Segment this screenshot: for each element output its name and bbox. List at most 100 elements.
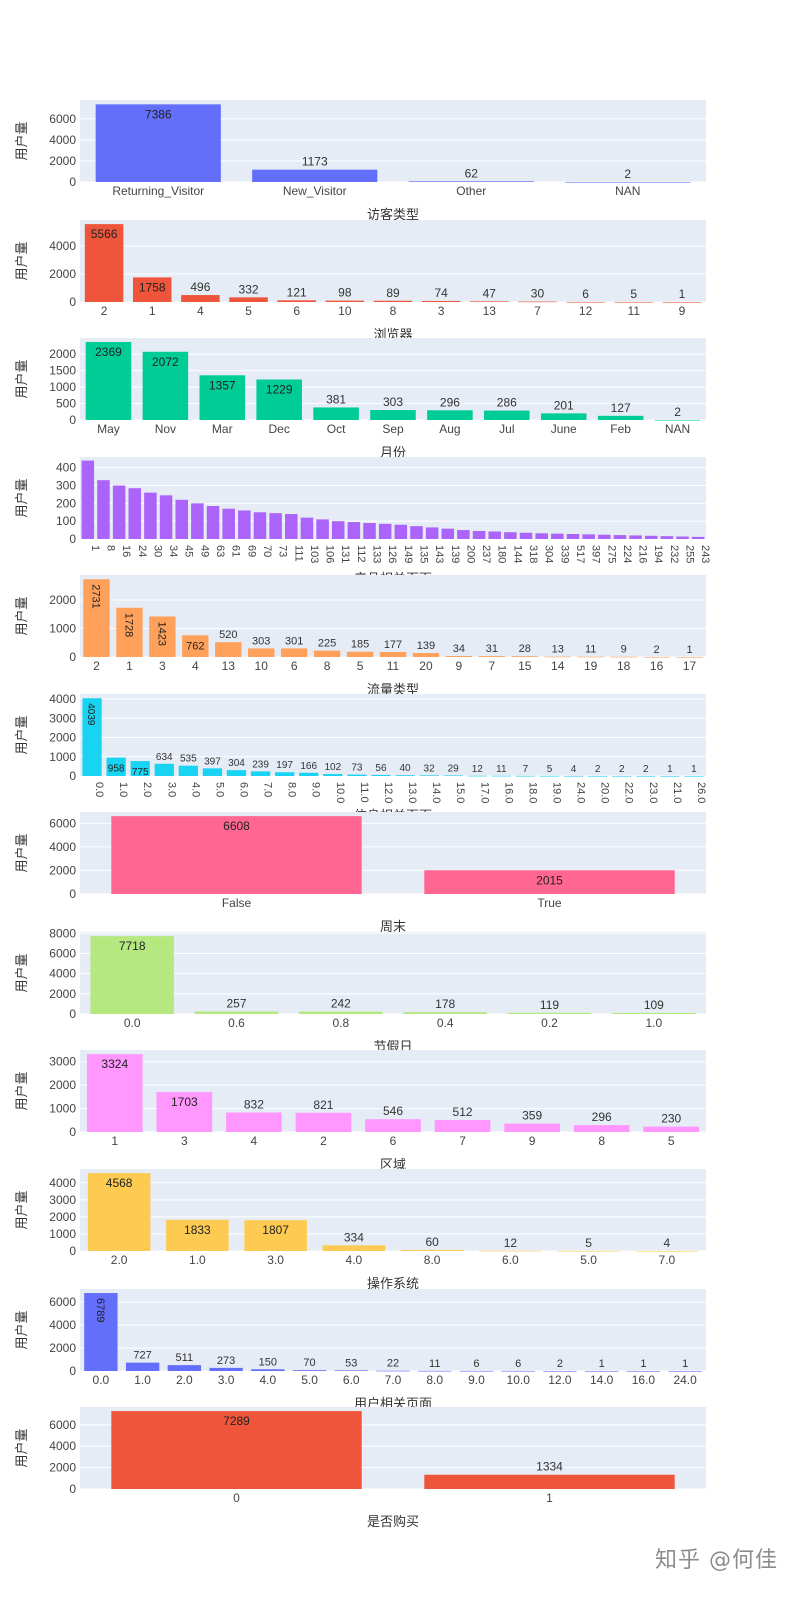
x-tick-label: 0.0	[93, 782, 105, 797]
bar	[612, 775, 632, 777]
data-label: 109	[644, 998, 664, 1012]
bar	[662, 301, 702, 303]
bar	[191, 503, 204, 539]
bar	[491, 775, 511, 777]
x-tick-label: 13.0	[406, 782, 418, 803]
x-tick-label: 6	[293, 304, 300, 318]
x-tick-label: 70	[261, 545, 273, 557]
bar	[613, 535, 627, 539]
y-tick-label: 400	[56, 461, 76, 475]
x-tick-label: 4.0	[346, 1253, 363, 1267]
x-tick-label: 45	[183, 545, 195, 557]
data-label: 1334	[536, 1460, 563, 1474]
y-tick-label: 3000	[49, 1193, 76, 1207]
bar	[626, 1370, 661, 1372]
data-label: 4039	[85, 703, 96, 726]
bar	[347, 774, 367, 776]
bar	[154, 763, 174, 776]
x-tick-label: 0.2	[541, 1016, 558, 1030]
bar	[149, 616, 176, 657]
data-label: 30	[531, 287, 545, 301]
x-tick-label: 73	[277, 545, 289, 557]
bar	[660, 775, 680, 777]
x-tick-label: 18	[617, 659, 631, 673]
data-label: 9	[621, 644, 627, 656]
bar	[194, 1011, 279, 1014]
x-tick-label: 8	[390, 304, 397, 318]
y-tick-label: 0	[69, 1007, 76, 1021]
bar	[457, 530, 470, 539]
bar	[248, 648, 275, 657]
data-label: 303	[252, 635, 270, 647]
y-tick-label: 4000	[49, 1439, 76, 1453]
data-label: 242	[331, 997, 351, 1011]
data-label: 4	[664, 1236, 671, 1250]
bar	[566, 301, 605, 303]
x-tick-label: 143	[433, 545, 445, 563]
x-tick-label: 3	[438, 304, 445, 318]
data-label: 4	[571, 764, 577, 775]
x-tick-label: 7	[534, 304, 541, 318]
data-label: 47	[483, 286, 497, 300]
x-tick-label: May	[97, 422, 120, 436]
x-tick-label: 34	[167, 545, 179, 557]
bar	[563, 775, 584, 777]
x-tick-label: 2.0	[111, 1253, 128, 1267]
data-label: 496	[190, 280, 210, 294]
bar	[676, 536, 689, 539]
x-tick-label: 5.0	[580, 1253, 597, 1267]
x-tick-label: 224	[621, 545, 633, 563]
x-tick-label: 2	[320, 1134, 327, 1148]
bar	[82, 698, 102, 776]
bar	[504, 532, 517, 539]
bar	[370, 410, 416, 420]
x-tick-label: 237	[480, 545, 492, 563]
x-tick-label: 15	[518, 659, 532, 673]
bar	[252, 169, 378, 182]
bar	[691, 536, 705, 539]
x-tick-label: 7.0	[659, 1253, 676, 1267]
data-label: 546	[383, 1104, 403, 1118]
data-label: 381	[326, 392, 346, 406]
y-tick-label: 2000	[49, 731, 76, 745]
x-tick-label: 131	[339, 545, 351, 563]
x-tick-label: 14	[551, 659, 565, 673]
x-tick-label: 4	[251, 1134, 258, 1148]
data-label: 1833	[184, 1223, 211, 1237]
bar	[379, 651, 407, 657]
x-tick-label: Returning_Visitor	[112, 184, 204, 198]
bar	[132, 277, 172, 302]
bar	[86, 1054, 143, 1132]
bar	[111, 816, 362, 894]
y-axis-label: 用户量	[14, 596, 29, 635]
x-tick-label: 5.0	[301, 1373, 318, 1387]
y-tick-label: 0	[69, 532, 76, 546]
y-tick-label: 200	[56, 496, 76, 510]
data-label: 332	[239, 282, 259, 296]
x-tick-label: Mar	[212, 422, 233, 436]
bar	[504, 1123, 560, 1132]
data-label: 1229	[266, 383, 293, 397]
bar	[111, 1411, 362, 1489]
x-tick-label: 2	[93, 659, 100, 673]
x-tick-label: 17	[683, 659, 697, 673]
bar	[85, 341, 132, 420]
data-label: 11	[429, 1358, 440, 1370]
watermark: 知乎 @何佳	[655, 1548, 778, 1573]
bar	[557, 1250, 620, 1252]
data-label: 1	[667, 764, 673, 775]
bar	[84, 224, 124, 302]
x-tick-label: 16.0	[502, 782, 514, 803]
data-label: 119	[540, 998, 559, 1012]
x-axis-label: 月份	[380, 445, 406, 460]
bar	[565, 181, 691, 183]
x-tick-label: 20	[419, 659, 433, 673]
bar	[167, 1365, 202, 1371]
data-label: 98	[338, 286, 352, 300]
bar	[577, 656, 604, 658]
x-tick-label: 10	[338, 304, 352, 318]
data-label: 2	[619, 764, 625, 775]
bar	[434, 1120, 491, 1132]
bar	[250, 771, 271, 776]
bar	[295, 1112, 352, 1132]
